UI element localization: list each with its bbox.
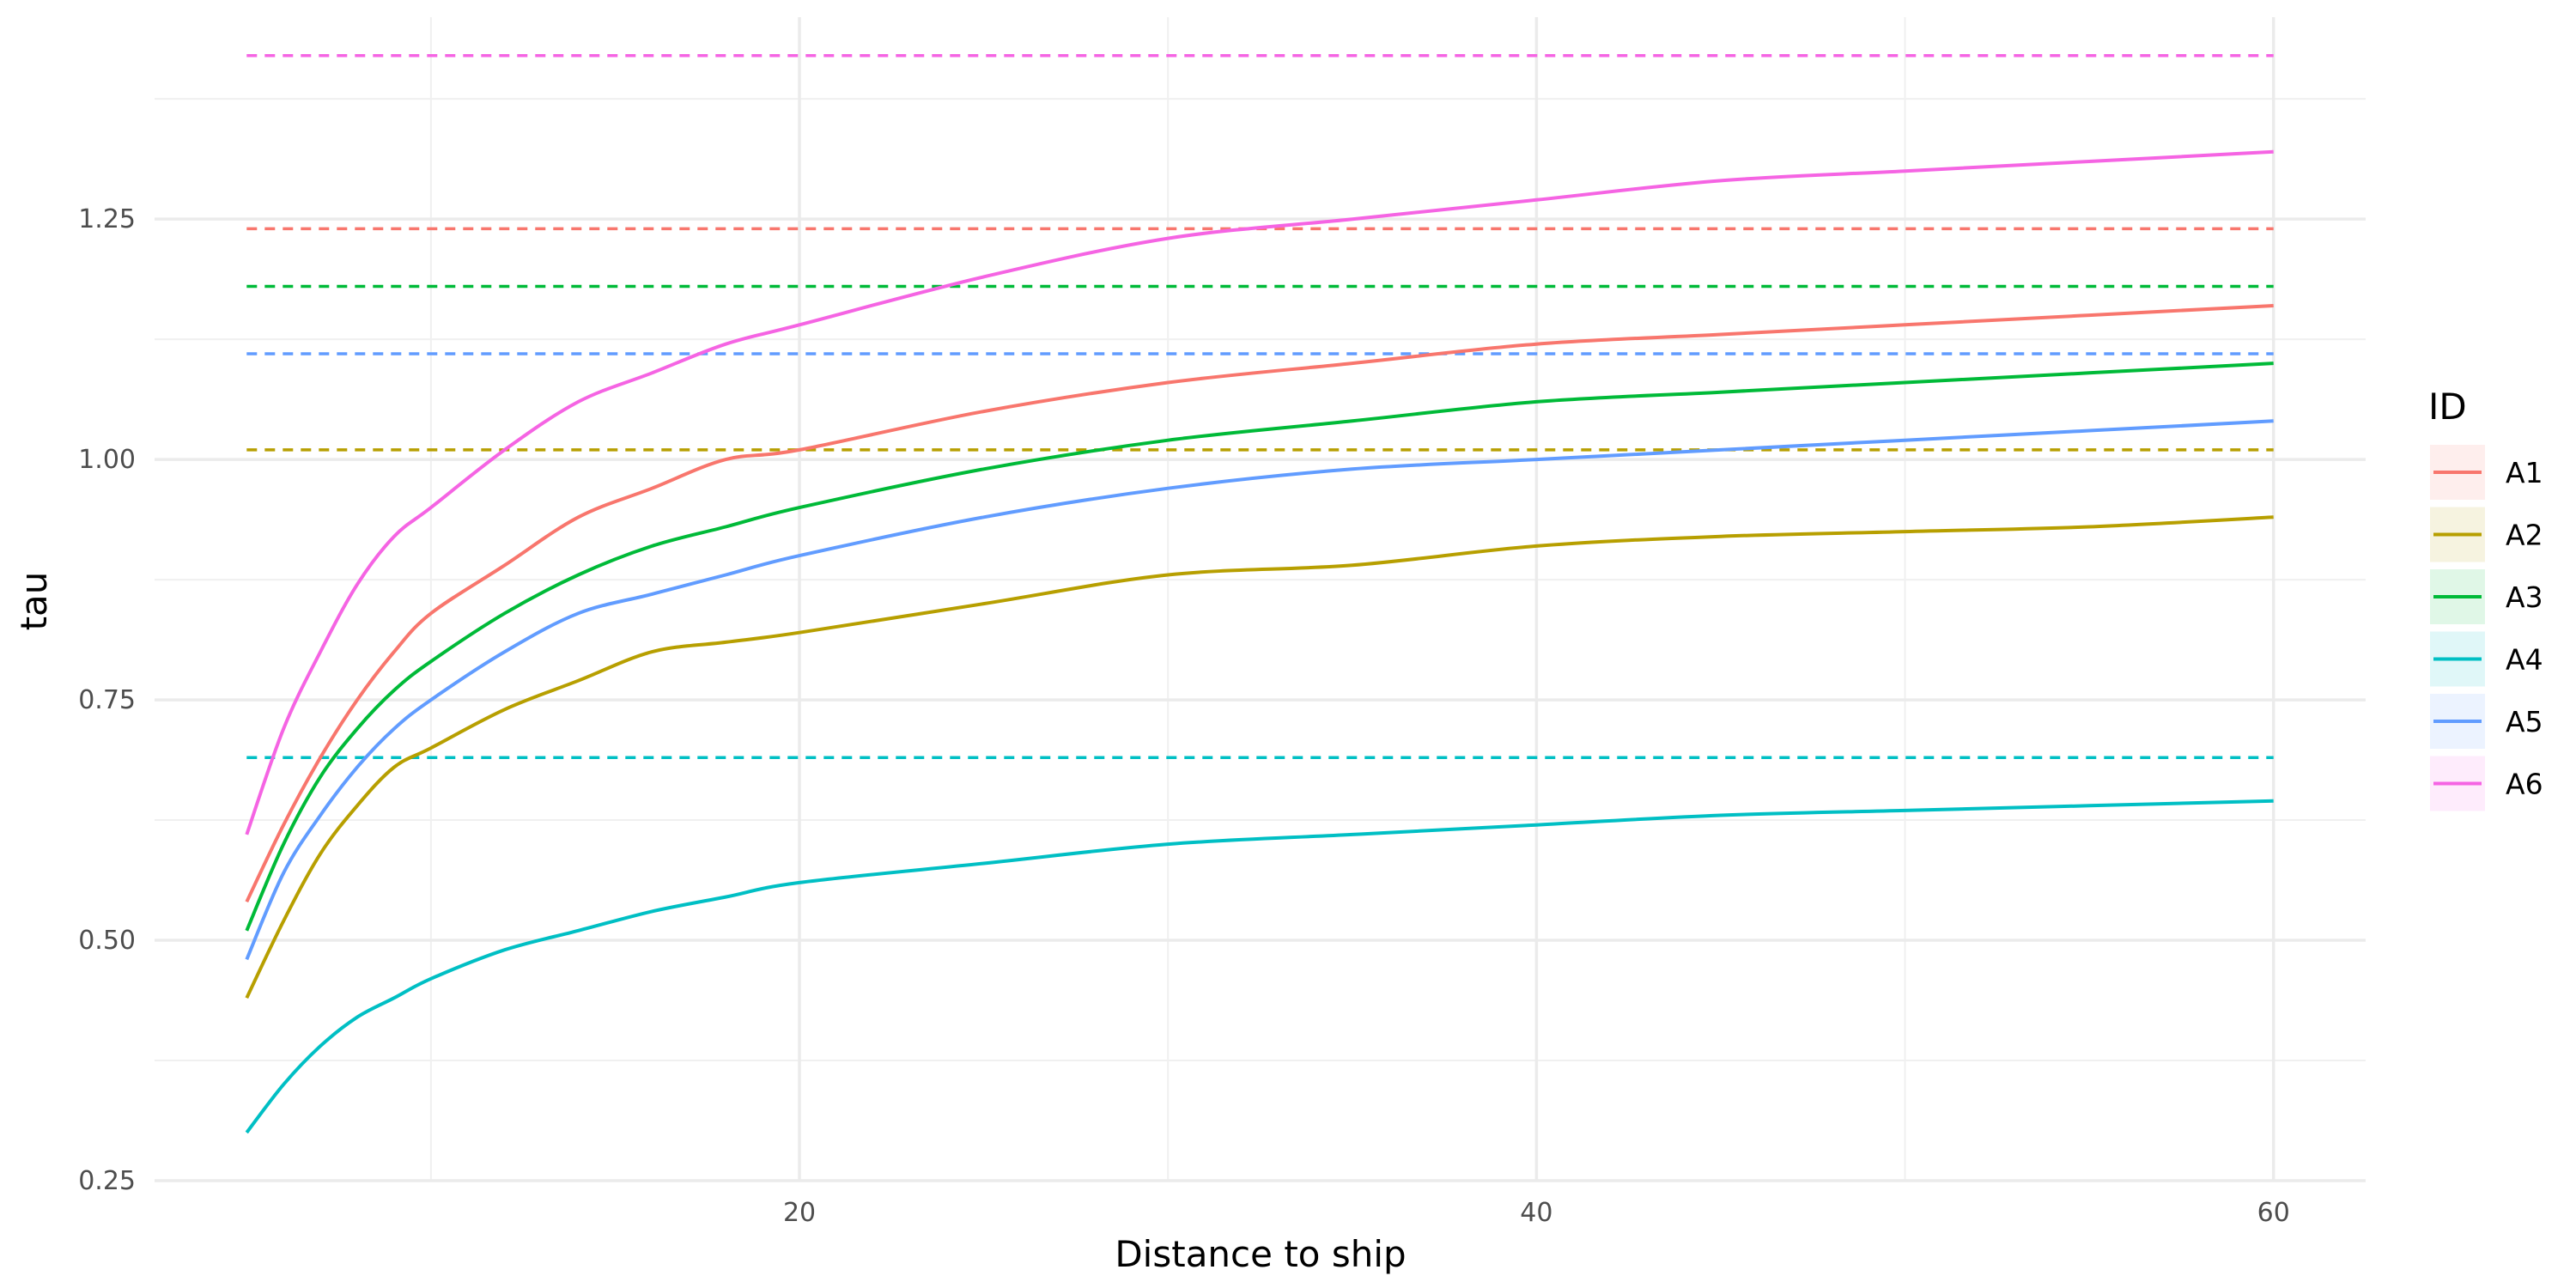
y-tick-label: 1.00 — [78, 445, 136, 475]
legend-title: ID — [2428, 386, 2467, 428]
series-line-A4 — [245, 799, 2274, 1134]
series-line-A6 — [245, 149, 2274, 835]
series-line-A1 — [245, 304, 2274, 903]
legend-items: A1 A2 A3 A4 A5 A6 — [2430, 445, 2543, 811]
legend-label-A5: A5 — [2506, 705, 2543, 738]
y-tick-label: 0.50 — [78, 926, 136, 956]
y-tick-label: 1.25 — [78, 204, 136, 234]
asymptote-lines — [246, 54, 2274, 760]
x-tick-label: 40 — [1520, 1198, 1552, 1228]
series-line-A5 — [245, 419, 2274, 961]
legend-label-A1: A1 — [2506, 456, 2543, 489]
y-tick-label: 0.25 — [78, 1166, 136, 1196]
legend-label-A3: A3 — [2506, 580, 2543, 614]
series-line-A2 — [245, 515, 2274, 999]
legend-label-A6: A6 — [2506, 768, 2543, 801]
y-tick-label: 0.75 — [78, 685, 136, 715]
grid-lines — [155, 17, 2366, 1182]
legend-label-A2: A2 — [2506, 519, 2543, 552]
x-tick-label: 20 — [783, 1198, 816, 1228]
series-line-A3 — [245, 361, 2274, 932]
legend-label-A4: A4 — [2506, 643, 2543, 677]
x-tick-label: 60 — [2257, 1198, 2290, 1228]
legend: ID A1 A2 A3 A4 A5 A6 — [2428, 386, 2543, 811]
series-lines — [245, 149, 2274, 1134]
y-axis-title: tau — [13, 572, 55, 631]
x-axis-ticks: 20 40 60 — [783, 1198, 2290, 1228]
y-axis-ticks: 0.25 0.50 0.75 1.00 1.25 — [78, 204, 136, 1196]
x-axis-title: Distance to ship — [1115, 1233, 1406, 1275]
